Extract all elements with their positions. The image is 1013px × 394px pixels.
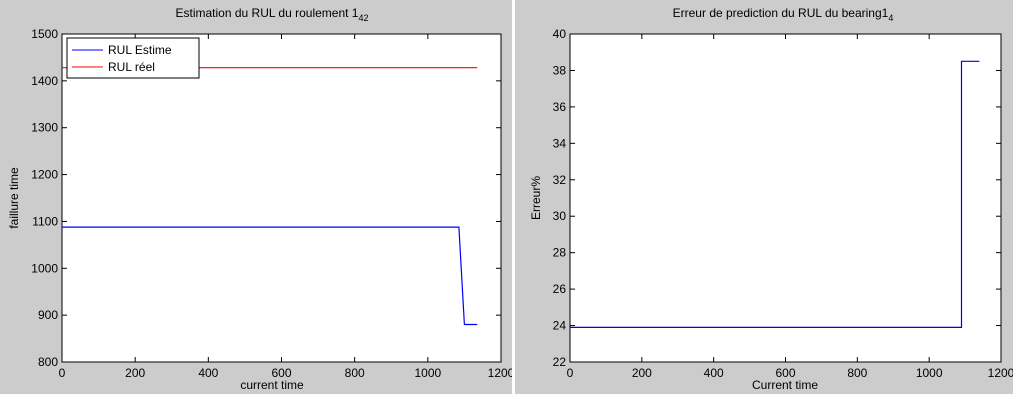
chart-right-title: Erreur de prediction du RUL du bearing14	[673, 6, 894, 23]
chart-left-y-label: faillure time	[7, 167, 21, 229]
right-series-line-0	[570, 60, 980, 328]
legend-label-rul-reel: RUL réel	[108, 60, 155, 74]
y-tick-label: 1500	[31, 27, 58, 41]
y-tick-label: 26	[553, 282, 567, 296]
y-tick-label: 24	[553, 319, 567, 333]
chart-left-plot-area	[61, 33, 502, 363]
chart-left-title: Estimation du RUL du roulement 142	[176, 6, 369, 23]
chart-left-title-subscript: 42	[358, 13, 368, 23]
y-tick-label: 28	[553, 246, 567, 260]
y-tick-label: 900	[38, 308, 58, 322]
chart-right: Erreur de prediction du RUL du bearing14…	[529, 6, 1013, 392]
chart-left-y-axis: 800 900 1000 1100 1200 1300 1400 1500	[31, 27, 501, 369]
y-tick-label: 34	[553, 136, 567, 150]
y-tick-label: 800	[38, 355, 58, 369]
x-tick-label: 1000	[414, 366, 441, 380]
y-tick-label: 36	[553, 100, 567, 114]
y-tick-label: 22	[553, 355, 567, 369]
chart-left-title-text: Estimation du RUL du roulement 1	[176, 6, 359, 20]
x-tick-label: 1200	[988, 366, 1013, 380]
chart-right-figure: Erreur de prediction du RUL du bearing14…	[515, 0, 1013, 394]
chart-left-legend: RUL Estime RUL réel	[66, 37, 200, 79]
y-tick-label: 1400	[31, 74, 58, 88]
x-tick-label: 400	[704, 366, 724, 380]
y-tick-label: 1300	[31, 121, 58, 135]
y-tick-label: 1100	[32, 214, 58, 228]
chart-right-title-subscript: 4	[888, 13, 893, 23]
chart-left-x-axis: 0 200 400 600 800 1000 1200	[59, 34, 512, 380]
x-tick-label: 800	[345, 366, 365, 380]
y-tick-label: 30	[553, 209, 567, 223]
chart-left-figure: Estimation du RUL du roulement 142 800 90…	[0, 0, 512, 394]
x-tick-label: 600	[271, 366, 291, 380]
y-tick-label: 32	[553, 173, 567, 187]
x-tick-label: 400	[198, 366, 218, 380]
x-tick-label: 200	[125, 366, 145, 380]
legend-box	[66, 37, 200, 79]
chart-left-x-label: current time	[240, 378, 304, 392]
x-tick-label: 600	[775, 366, 795, 380]
x-tick-label: 200	[632, 366, 652, 380]
y-tick-label: 1000	[31, 261, 58, 275]
x-tick-label: 0	[59, 366, 66, 380]
y-tick-label: 1200	[31, 168, 58, 182]
chart-right-plot-area	[569, 33, 1002, 363]
chart-right-x-label: Current time	[752, 378, 818, 392]
y-tick-label: 38	[553, 63, 567, 77]
left-series-line-0	[62, 226, 478, 326]
chart-right-x-axis: 0 200 400 600 800 1000 1200	[567, 34, 1013, 380]
chart-right-y-label: Erreur%	[529, 176, 543, 220]
legend-label-rul-estime: RUL Estime	[108, 43, 172, 57]
chart-right-title-text: Erreur de prediction du RUL du bearing1	[673, 6, 889, 20]
x-tick-label: 800	[847, 366, 867, 380]
x-tick-label: 1000	[916, 366, 943, 380]
x-tick-label: 1200	[488, 366, 512, 380]
x-tick-label: 0	[567, 366, 574, 380]
chart-left: Estimation du RUL du roulement 142 800 90…	[7, 6, 512, 392]
chart-right-series	[570, 60, 980, 328]
y-tick-label: 40	[553, 27, 567, 41]
chart-right-y-axis: 22 24 26 28 30 32 34 36 38 40	[553, 27, 1001, 369]
